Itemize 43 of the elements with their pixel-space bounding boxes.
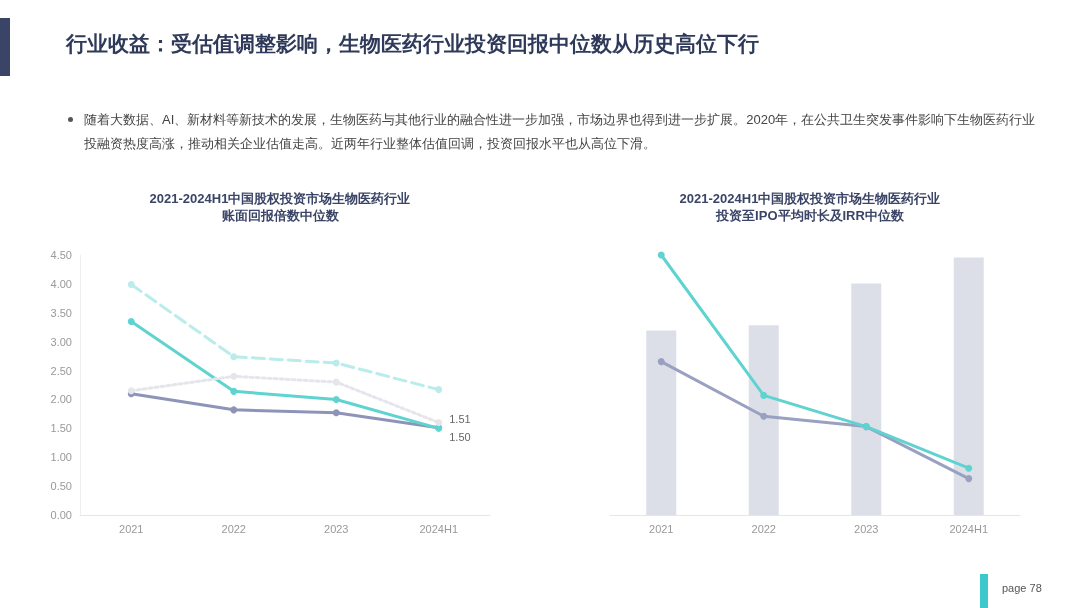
x-tick-label: 2022 <box>751 522 776 535</box>
point <box>230 353 238 361</box>
y-tick-label: 4.50 <box>50 249 72 261</box>
y-tick-label: 2.00 <box>50 393 72 406</box>
point <box>435 419 443 427</box>
point <box>760 412 768 420</box>
point <box>435 386 443 394</box>
y-tick-label: 0.50 <box>50 480 72 493</box>
point <box>332 409 340 417</box>
point <box>230 406 238 414</box>
y-tick-label: 3.00 <box>50 335 72 348</box>
data-label: 1.50 <box>449 431 471 444</box>
chart-title: 2021-2024H1中国股权投资市场生物医药行业投资至IPO平均时长及IRR中位数 <box>679 191 941 223</box>
x-tick-label: 2024H1 <box>419 522 459 535</box>
point <box>965 475 973 483</box>
point <box>760 391 768 399</box>
y-tick-label: 2.50 <box>50 364 72 377</box>
y-tick-label: 1.00 <box>50 451 72 464</box>
y-tick-label: 1.50 <box>50 422 72 435</box>
point <box>332 359 340 367</box>
point <box>127 317 135 325</box>
chart-title: 2021-2024H1中国股权投资市场生物医药行业账面回报倍数中位数 <box>149 191 411 223</box>
text: page 78 <box>1002 582 1042 594</box>
x-tick-label: 2021 <box>119 522 144 535</box>
text: 行业收益：受估值调整影响，生物医药行业投资回报中位数从历史高位下行 <box>66 31 759 57</box>
data-label: 1.51 <box>449 412 471 425</box>
y-tick-label: 4.00 <box>50 277 72 290</box>
x-tick-label: 2023 <box>324 522 349 535</box>
text: 随着大数据、AI、新材料等新技术的发展，生物医药与其他行业的融合性进一步加强，市场边界也得到进一步扩展。2020年，在公共卫生突发事件影响下生物医药行业投融资热度高涨，推动相关企业估值走高。近两年行业整体估值回调，投资回报水平也从高位下滑。 <box>84 111 1037 153</box>
point <box>230 387 238 395</box>
point <box>657 358 665 366</box>
y-tick-label: 0.00 <box>50 509 72 521</box>
point <box>965 464 973 472</box>
point <box>657 251 665 259</box>
point <box>332 395 340 403</box>
y-tick-label: 3.50 <box>50 306 72 319</box>
x-tick-label: 2021 <box>649 522 674 535</box>
x-tick-label: 2023 <box>854 522 879 535</box>
point <box>127 280 135 288</box>
x-tick-label: 2024H1 <box>949 522 989 535</box>
point <box>332 378 340 386</box>
x-tick-label: 2022 <box>221 522 246 535</box>
point <box>230 372 238 380</box>
